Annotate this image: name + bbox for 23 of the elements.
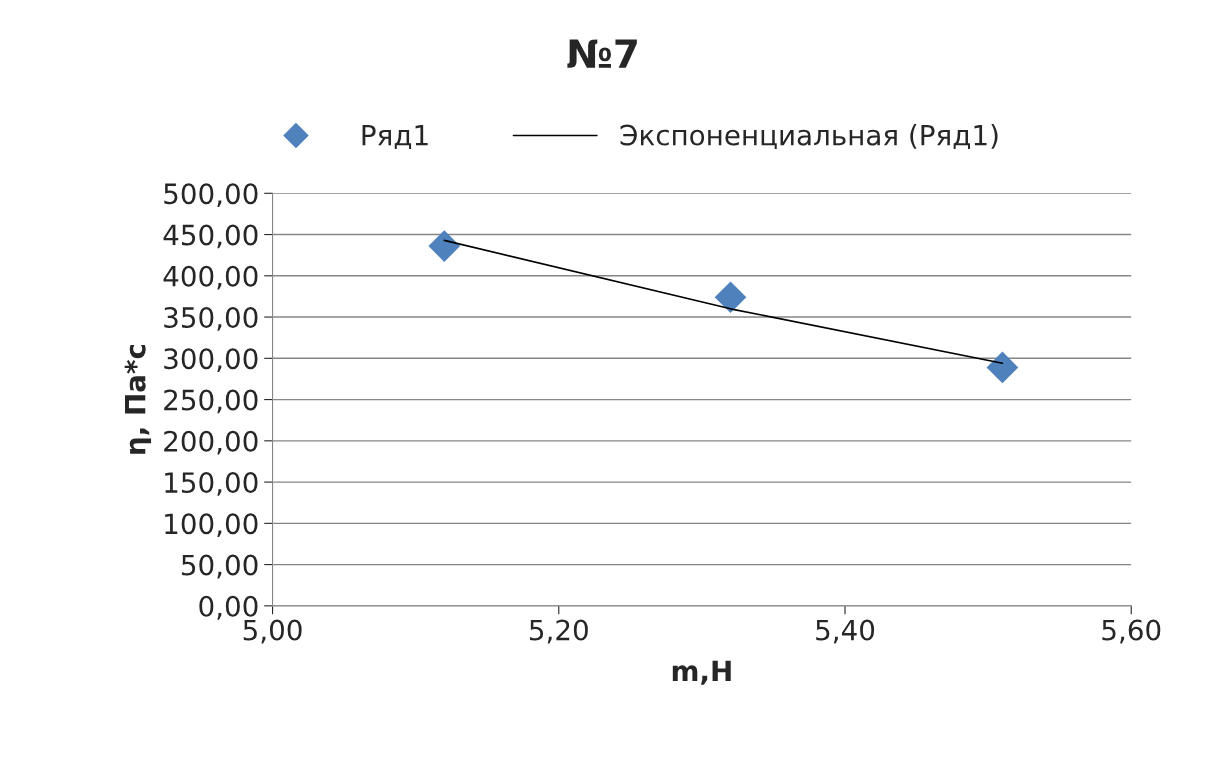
x-tick-label: 5,00 bbox=[243, 619, 302, 644]
y-tick-label: 150,00 bbox=[165, 472, 258, 496]
y-tick-label: 50,00 bbox=[181, 554, 258, 579]
y-tick-label: 400,00 bbox=[163, 265, 258, 290]
y-axis-title: η, Па*с bbox=[124, 344, 152, 454]
x-axis-title: m,H bbox=[672, 660, 731, 685]
y-tick-label: 500,00 bbox=[164, 183, 258, 208]
legend-label: Ряд1 bbox=[362, 124, 428, 150]
chart-title: №7 bbox=[567, 39, 637, 68]
x-tick-label: 5,40 bbox=[816, 619, 875, 644]
y-tick-label: 300,00 bbox=[164, 348, 258, 373]
y-tick-label: 350,00 bbox=[164, 307, 258, 331]
x-tick-label: 5,60 bbox=[1102, 619, 1161, 644]
y-tick-label: 100,00 bbox=[165, 513, 258, 538]
y-tick-label: 250,00 bbox=[164, 389, 258, 414]
legend-label: Экспоненциальная (Ряд1) bbox=[620, 124, 998, 150]
point bbox=[714, 281, 747, 314]
y-tick-label: 0,00 bbox=[199, 595, 258, 620]
x-tick-label: 5,20 bbox=[530, 619, 588, 644]
y-tick-label: 450,00 bbox=[163, 224, 258, 249]
point bbox=[986, 351, 1019, 384]
point bbox=[428, 230, 461, 262]
y-tick-label: 200,00 bbox=[164, 430, 258, 455]
